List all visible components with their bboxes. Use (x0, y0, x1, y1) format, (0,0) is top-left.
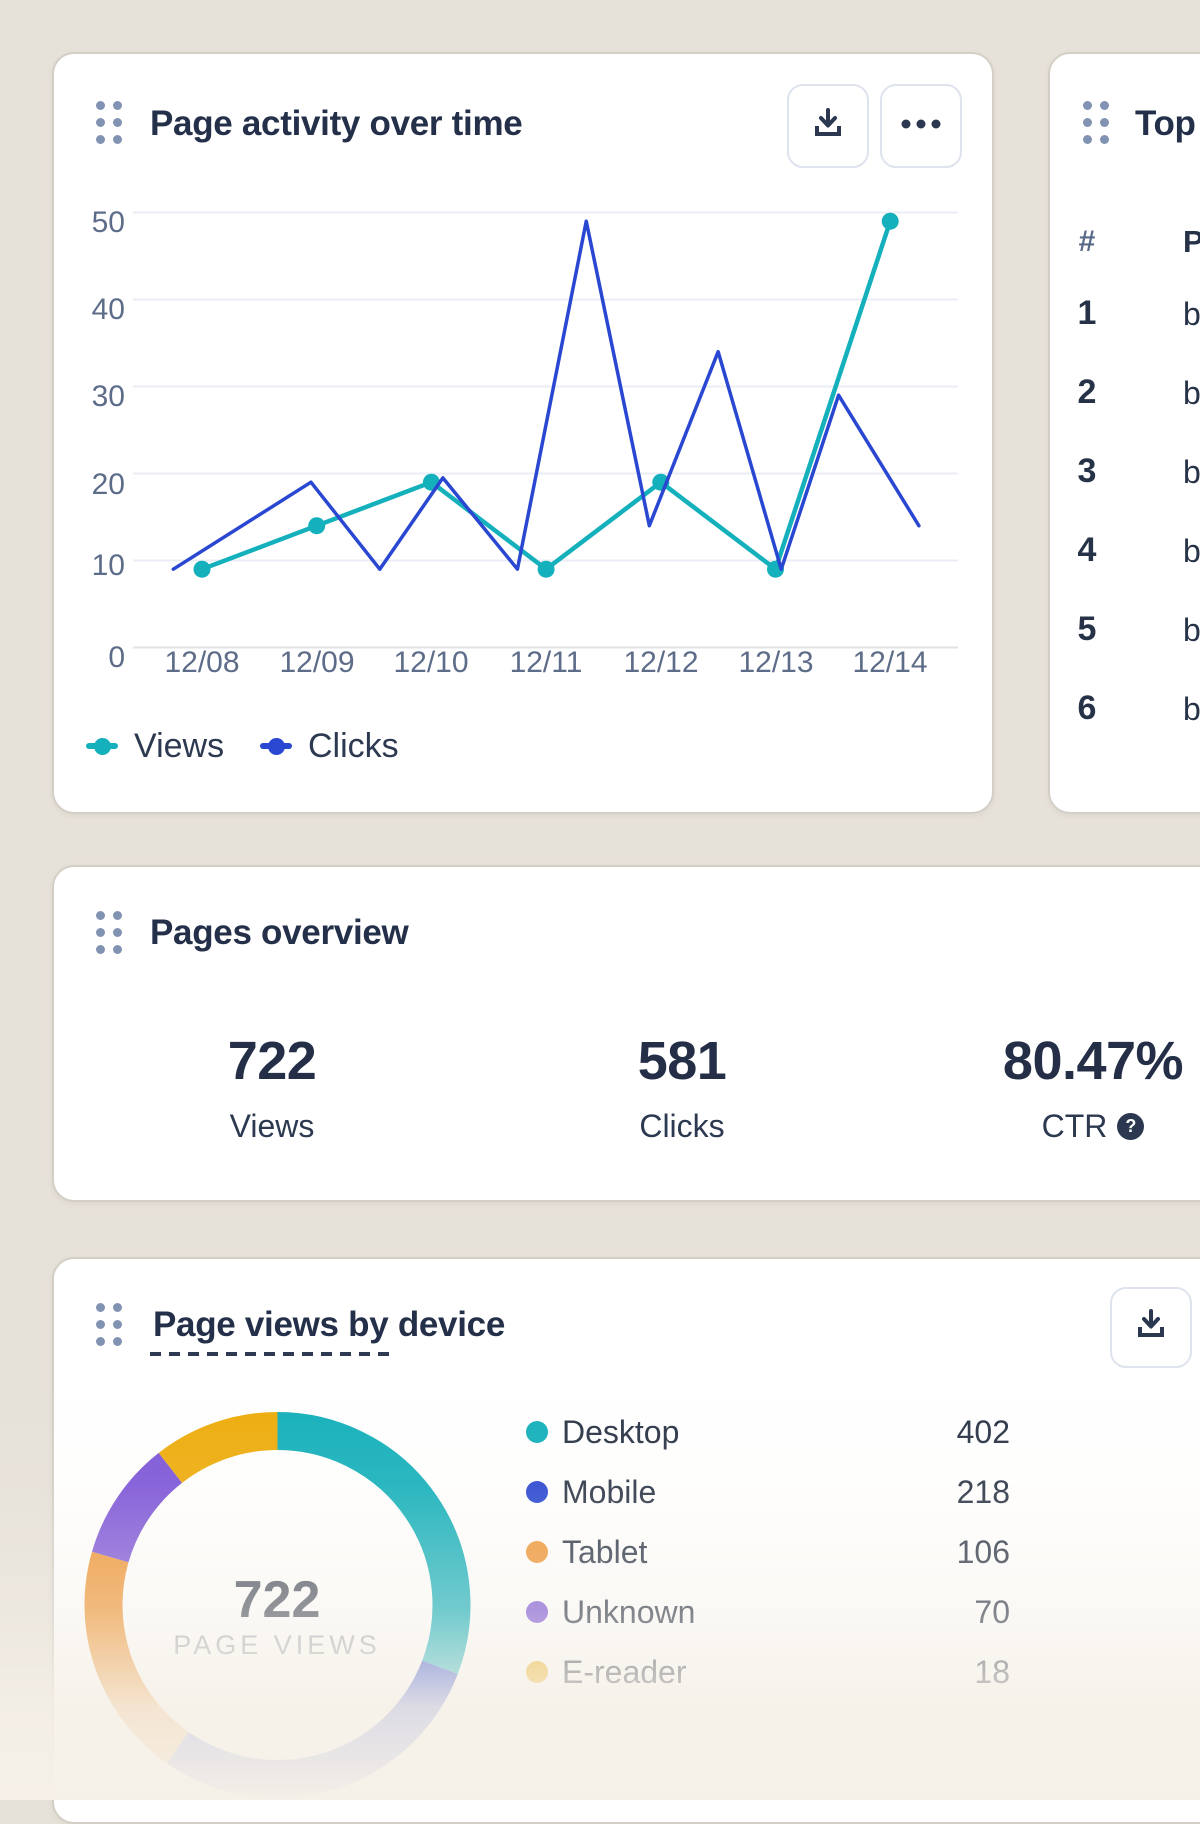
download-button[interactable] (787, 84, 869, 168)
row-page: b (1183, 612, 1200, 648)
table-row[interactable]: 3 b (1065, 452, 1200, 492)
row-rank: 4 (1077, 531, 1097, 569)
y-tick-0: 0 (108, 641, 125, 674)
x-tick-1214: 12/14 (852, 646, 928, 679)
table-row[interactable]: 5 b (1065, 610, 1200, 650)
legend-clicks-label: Clicks (308, 726, 399, 765)
card-top-pages (1048, 52, 1200, 814)
donut-total-label: PAGE VIEWS (173, 1630, 381, 1660)
mobile-dot (526, 1481, 548, 1503)
device-legend-row-ereader: E-reader 18 (526, 1650, 1126, 1694)
clicks-label: Clicks (639, 1108, 725, 1144)
stat-views: 722 Views (82, 1030, 462, 1145)
ereader-dot (526, 1661, 548, 1683)
row-rank: 2 (1077, 373, 1097, 411)
tablet-label: Tablet (562, 1533, 648, 1570)
pages-overview-title: Pages overview (150, 913, 409, 952)
device-legend-row-mobile: Mobile 218 (526, 1470, 1126, 1514)
y-tick-40: 40 (91, 293, 125, 326)
mobile-value: 218 (956, 1473, 1010, 1510)
row-page: b (1183, 691, 1200, 727)
table-row[interactable]: 1 b (1065, 294, 1200, 334)
unknown-value: 70 (974, 1593, 1010, 1630)
row-rank: 3 (1077, 452, 1097, 490)
row-page: b (1183, 533, 1200, 569)
page-column-header: P (1183, 224, 1200, 259)
table-row[interactable]: 6 b (1065, 689, 1200, 729)
stat-ctr: 80.47% CTR ? (903, 1030, 1200, 1145)
ctr-label: CTR (1041, 1108, 1108, 1144)
desktop-label: Desktop (562, 1413, 680, 1450)
page-activity-title: Page activity over time (150, 104, 523, 143)
more-options-button[interactable] (880, 84, 962, 168)
x-tick-1211: 12/11 (509, 646, 583, 679)
drag-handle-top-pages[interactable] (1083, 101, 1109, 144)
clicks-value: 581 (637, 1031, 727, 1091)
x-tick-1212: 12/12 (623, 646, 699, 679)
y-tick-50: 50 (91, 206, 125, 239)
download-icon (1133, 1307, 1169, 1348)
device-legend-row-tablet: Tablet 106 (526, 1530, 1126, 1574)
drag-handle-overview[interactable] (96, 911, 122, 954)
row-rank: 5 (1077, 610, 1097, 648)
views-series-marker (86, 737, 118, 755)
card-pages-overview (52, 865, 1200, 1202)
stat-clicks: 581 Clicks (492, 1030, 872, 1145)
rank-column-header: # (1078, 225, 1096, 258)
table-row[interactable]: 2 b (1065, 373, 1200, 413)
drag-handle-devices[interactable] (96, 1303, 122, 1346)
title-dashed-underline (150, 1352, 395, 1356)
ereader-label: E-reader (562, 1653, 687, 1690)
download-button-devices[interactable] (1110, 1287, 1192, 1368)
page-views-by-device-title: Page views by device (153, 1305, 505, 1344)
clicks-series-marker (260, 737, 292, 755)
help-icon[interactable]: ? (1117, 1113, 1145, 1140)
views-value: 722 (227, 1031, 317, 1091)
top-pages-title: Top (1135, 104, 1196, 143)
row-rank: 6 (1077, 689, 1097, 727)
row-rank: 1 (1077, 294, 1097, 332)
x-tick-1210: 12/10 (393, 646, 469, 679)
device-legend-row-desktop: Desktop 402 (526, 1410, 1126, 1454)
download-icon (810, 106, 846, 147)
ctr-value: 80.47% (1002, 1031, 1184, 1091)
unknown-label: Unknown (562, 1593, 696, 1630)
x-tick-1209: 12/09 (279, 646, 355, 679)
table-row[interactable]: 4 b (1065, 531, 1200, 571)
device-legend-row-unknown: Unknown 70 (526, 1590, 1126, 1634)
row-page: b (1183, 296, 1200, 332)
desktop-dot (526, 1421, 548, 1443)
ellipsis-icon (899, 117, 943, 135)
drag-handle-activity[interactable] (96, 101, 122, 144)
row-page: b (1183, 375, 1200, 411)
y-tick-10: 10 (91, 549, 125, 582)
tablet-value: 106 (956, 1533, 1010, 1570)
mobile-label: Mobile (562, 1473, 657, 1510)
legend-item-views[interactable]: Views (86, 726, 224, 766)
desktop-value: 402 (956, 1413, 1010, 1450)
x-tick-1208: 12/08 (164, 646, 240, 679)
views-label: Views (229, 1108, 315, 1144)
legend-item-clicks[interactable]: Clicks (260, 726, 399, 766)
y-tick-30: 30 (91, 380, 125, 413)
unknown-dot (526, 1601, 548, 1623)
donut-total-value: 722 (233, 1571, 321, 1629)
tablet-dot (526, 1541, 548, 1563)
ereader-value: 18 (974, 1653, 1010, 1690)
row-page: b (1183, 454, 1200, 490)
y-tick-20: 20 (91, 468, 125, 501)
x-tick-1213: 12/13 (738, 646, 814, 679)
legend-views-label: Views (134, 726, 225, 765)
